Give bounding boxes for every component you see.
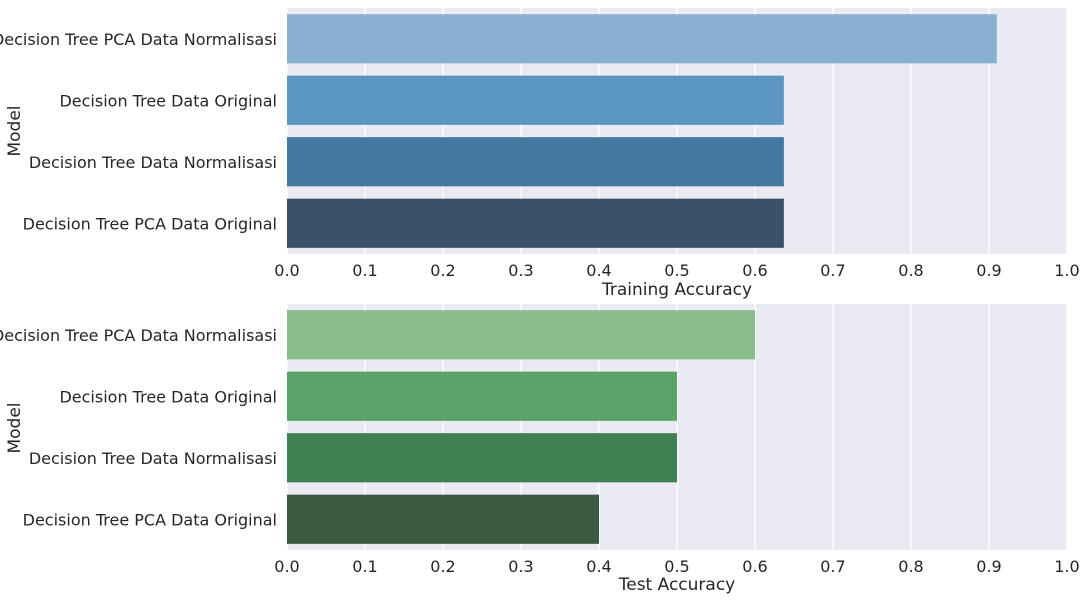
x-tick-label: 0.6 (742, 261, 767, 280)
y-tick-label: Decision Tree Data Original (59, 387, 277, 406)
y-axis-label: Model (5, 105, 25, 156)
x-axis-label: Training Accuracy (601, 280, 752, 300)
test-accuracy-chart: 0.0 0.1 0.2 0.3 0.4 0.5 0.6 0.7 0.8 0.9 1.0 Decisio… (0, 304, 1080, 595)
x-tick-label: 0.3 (508, 261, 533, 280)
x-tick-label: 0.1 (352, 557, 377, 576)
bar (287, 433, 677, 483)
x-tick-label: 0.1 (352, 261, 377, 280)
x-tick-label: 0.0 (274, 261, 299, 280)
x-tick-label: 0.4 (586, 557, 611, 576)
x-tick-label: 1.0 (1054, 557, 1079, 576)
bar (287, 75, 784, 125)
x-tick-label: 0.2 (430, 557, 455, 576)
x-tick-label: 0.9 (976, 261, 1001, 280)
bar (287, 371, 677, 421)
x-tick-label: 0.8 (898, 261, 923, 280)
x-tick-label: 0.5 (664, 261, 689, 280)
x-tick-label: 0.2 (430, 261, 455, 280)
y-tick-label: Decision Tree PCA Data Normalisasi (0, 30, 277, 49)
y-tick-label: Decision Tree PCA Data Normalisasi (0, 326, 277, 345)
training-accuracy-chart: 0.0 0.1 0.2 0.3 0.4 0.5 0.6 0.7 0.8 0.9 1.0 Decisio… (0, 8, 1080, 300)
y-tick-label: Decision Tree PCA Data Original (23, 214, 277, 233)
y-tick-label: Decision Tree Data Original (59, 91, 277, 110)
bar (287, 137, 784, 187)
x-tick-label: 0.9 (976, 557, 1001, 576)
x-tick-label: 0.0 (274, 557, 299, 576)
x-tick-label: 0.4 (586, 261, 611, 280)
y-axis-label: Model (5, 402, 25, 453)
bar (287, 494, 599, 544)
x-tick-label: 0.6 (742, 557, 767, 576)
x-tick-label: 0.7 (820, 557, 845, 576)
x-tick-label: 0.5 (664, 557, 689, 576)
y-tick-label: Decision Tree PCA Data Original (23, 510, 277, 529)
x-tick-label: 0.7 (820, 261, 845, 280)
y-tick-label: Decision Tree Data Normalisasi (29, 153, 277, 172)
bar (287, 198, 784, 248)
x-tick-label: 0.8 (898, 557, 923, 576)
y-tick-label: Decision Tree Data Normalisasi (29, 449, 277, 468)
bar (287, 14, 997, 64)
x-tick-label: 0.3 (508, 557, 533, 576)
x-tick-label: 1.0 (1054, 261, 1079, 280)
x-axis-label: Test Accuracy (618, 575, 736, 595)
bar (287, 310, 755, 360)
